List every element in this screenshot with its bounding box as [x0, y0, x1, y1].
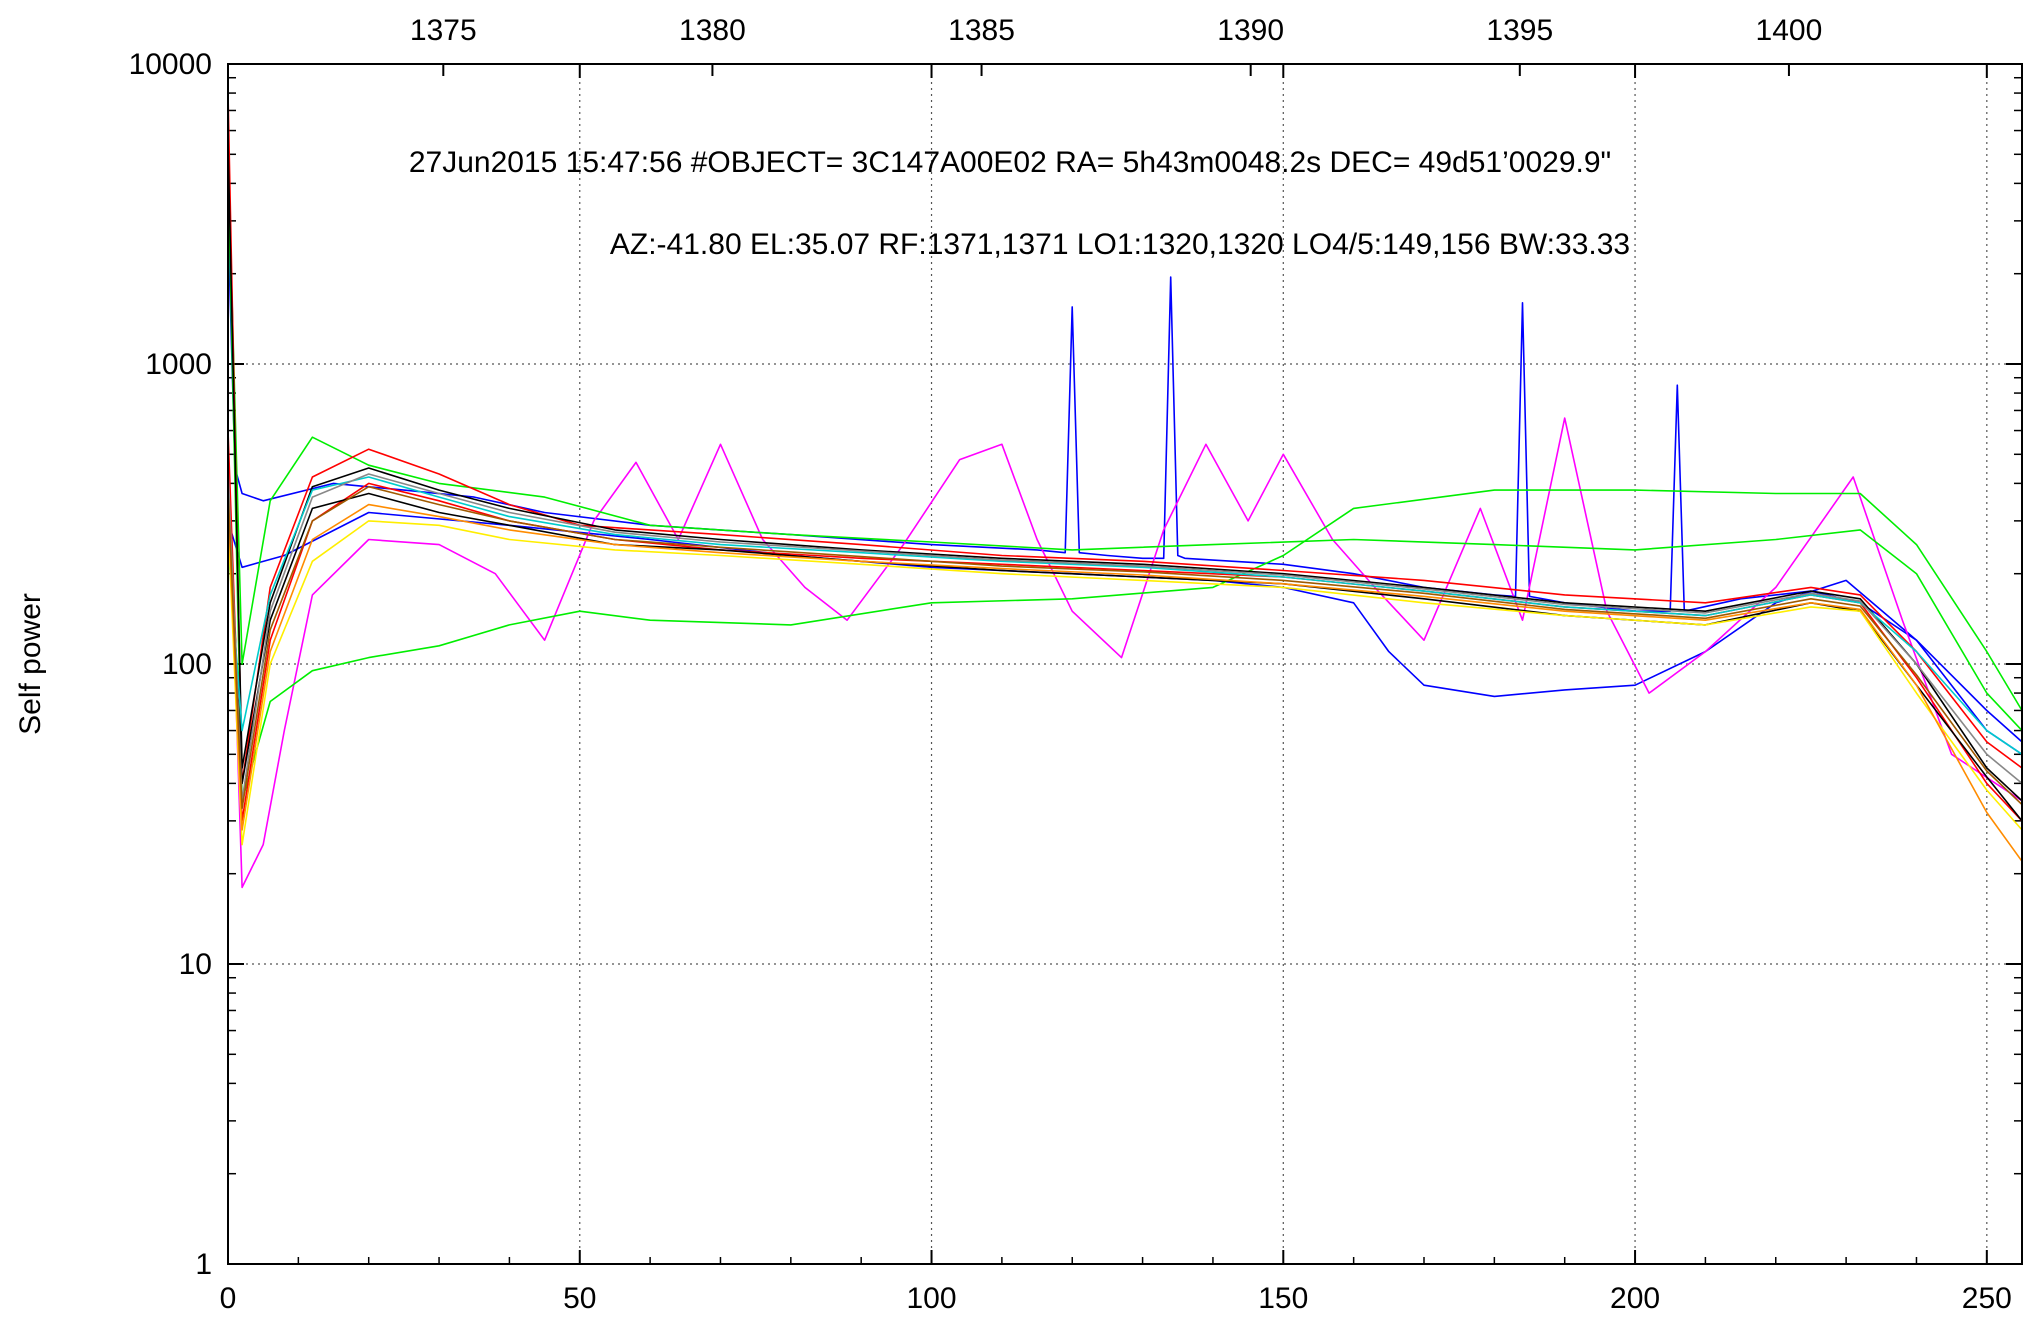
- y-tick-label: 10000: [129, 48, 212, 81]
- x2-tick-label: 1390: [1217, 14, 1284, 47]
- plot-frame: [227, 63, 2023, 1265]
- info-line-2: AZ:-41.80 EL:35.07 RF:1371,1371 LO1:1320…: [610, 228, 1630, 261]
- series-line-2: [227, 511, 2023, 755]
- series-line-14: [227, 485, 2023, 810]
- x2-tick-label: 1400: [1756, 14, 1823, 47]
- series-line-9: [227, 483, 2023, 822]
- x2-tick-label: 1380: [679, 14, 746, 47]
- x2-tick-label: 1395: [1486, 14, 1553, 47]
- x-tick-label: 0: [220, 1282, 237, 1315]
- y-axis-label: Self power: [14, 593, 47, 735]
- series-line-10: [227, 476, 2023, 755]
- tick-label-layer: 0 50 100 150 200 250 1375 1380 1385 1390 1395 1400 1…: [129, 14, 2012, 1315]
- x-tick-label: 200: [1610, 1282, 1660, 1315]
- series-line-5: [227, 154, 2023, 732]
- y-tick-label: 100: [162, 648, 212, 681]
- x-tick-label: 50: [563, 1282, 596, 1315]
- series-line-7: [227, 430, 2023, 822]
- y-tick-label: 1000: [145, 348, 212, 381]
- x-tick-label: 100: [906, 1282, 956, 1315]
- series-line-12: [227, 467, 2023, 802]
- series-line-13: [227, 500, 2023, 862]
- y-tick-label: 1: [195, 1248, 212, 1281]
- series-line-11: [227, 520, 2023, 846]
- x-tick-label: 150: [1258, 1282, 1308, 1315]
- series-line-8: [227, 141, 2023, 802]
- series-layer: [227, 93, 2023, 889]
- x-tick-label: 250: [1962, 1282, 2012, 1315]
- info-line-1: 27Jun2015 15:47:56 #OBJECT= 3C147A00E02 …: [409, 146, 1611, 179]
- y-tick-label: 10: [179, 948, 212, 981]
- series-line-3: [227, 417, 2023, 889]
- grid-layer: [228, 64, 2022, 1264]
- series-line-6: [227, 93, 2023, 785]
- x2-tick-label: 1385: [948, 14, 1015, 47]
- x2-tick-label: 1375: [410, 14, 477, 47]
- series-line-4: [227, 167, 2023, 802]
